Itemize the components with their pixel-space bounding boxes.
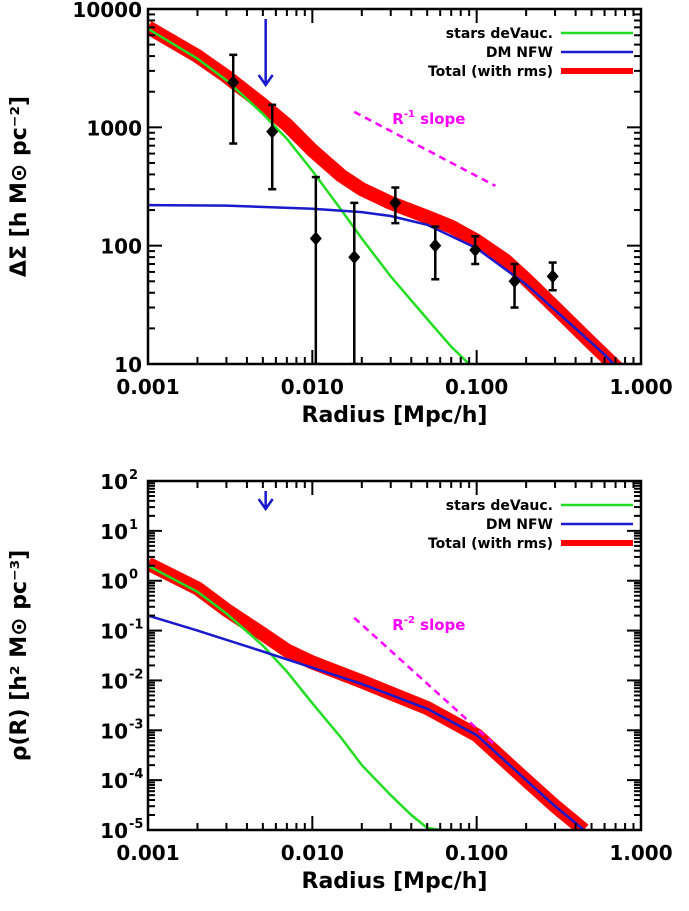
top-legend: stars deVauc. DM NFW Total (with rms) (428, 26, 633, 80)
y-tick-label: 10 (114, 353, 142, 377)
slope-guide-line (353, 110, 496, 187)
data-point (429, 238, 442, 253)
top-data-points (227, 53, 559, 364)
bottom-plot-frame (146, 479, 643, 832)
x-tick-label: 0.100 (445, 841, 508, 865)
legend-label: DM NFW (486, 517, 553, 533)
bottom-y-axis-label: ρ(R) [h² M⊙ pc⁻³] (7, 550, 32, 762)
x-tick-label: 0.010 (281, 375, 344, 399)
y-tick-exponent: -3 (129, 717, 143, 732)
top-plot-frame (146, 7, 643, 366)
legend-label: Total (with rms) (428, 536, 553, 552)
legend-label: DM NFW (486, 45, 553, 61)
series-dm-line (148, 203, 616, 364)
y-tick-exponent: -5 (129, 817, 143, 832)
legend-label: stars deVauc. (446, 26, 553, 42)
bottom-ticks: 0.001 0.010 0.100 1.00010-510-410-310-210-1… (100, 468, 672, 865)
bottom-legend: stars deVauc. DM NFW Total (with rms) (428, 498, 633, 552)
bottom-curves (148, 557, 589, 830)
x-tick-label: 0.010 (281, 841, 344, 865)
y-tick-label: 1000 (86, 116, 142, 140)
y-tick-label: 10 (100, 570, 128, 594)
data-point (348, 250, 361, 265)
series-total-band (148, 21, 624, 364)
y-tick-label: 100 (100, 235, 142, 259)
series-stars-line (148, 27, 470, 364)
marker-arrow-head (257, 74, 274, 88)
y-tick-exponent: -4 (129, 767, 143, 782)
bottom-x-axis-label: Radius [Mpc/h] (302, 869, 488, 894)
y-tick-label: 10 (100, 470, 128, 494)
x-tick-label: 0.001 (116, 375, 179, 399)
series-stars-line (148, 564, 441, 830)
data-point (546, 269, 559, 284)
data-point (389, 195, 402, 210)
panel-density: R-2 slope 0.001 0.010 0.100 1.00010-510-410… (7, 468, 673, 894)
top-ticks: 0.001 0.010 0.100 1.000 10 100 1000 10000 (72, 0, 672, 399)
legend-label: stars deVauc. (446, 498, 553, 514)
top-y-axis-label: ΔΣ [h M⊙ pc⁻²] (7, 96, 32, 277)
slope-label: R-2 slope (392, 615, 465, 634)
slope-guide-line (353, 616, 497, 747)
bottom-annotations: R-2 slope (257, 491, 497, 747)
y-tick-exponent: -1 (129, 618, 143, 633)
y-tick-label: 10 (100, 769, 128, 793)
data-point (227, 75, 240, 90)
y-tick-exponent: -2 (129, 667, 143, 682)
y-tick-exponent: 2 (129, 468, 138, 483)
y-tick-label: 10 (100, 819, 128, 843)
panel-delta-sigma: R-1 slope 0.001 0.010 0.100 1.000 10 100 1000 1… (7, 0, 673, 428)
data-point (508, 274, 521, 289)
y-tick-label: 10 (100, 620, 128, 644)
data-point (266, 124, 279, 139)
x-tick-label: 0.001 (116, 841, 179, 865)
legend-label: Total (with rms) (428, 64, 553, 80)
x-tick-label: 1.000 (609, 375, 672, 399)
y-tick-label: 10 (100, 669, 128, 693)
data-point (469, 242, 482, 257)
y-tick-label: 10 (100, 719, 128, 743)
top-annotations: R-1 slope (257, 19, 496, 187)
marker-arrow-head (257, 498, 274, 512)
series-dm-line (148, 614, 585, 830)
x-tick-label: 0.100 (445, 375, 508, 399)
x-tick-label: 1.000 (609, 841, 672, 865)
top-x-axis-label: Radius [Mpc/h] (302, 403, 488, 428)
top-curves (148, 21, 624, 364)
slope-label: R-1 slope (392, 109, 465, 128)
data-point (309, 231, 322, 246)
y-tick-exponent: 0 (129, 568, 138, 583)
y-tick-exponent: 1 (129, 518, 138, 533)
y-tick-label: 10 (100, 520, 128, 544)
y-tick-label: 10000 (72, 0, 142, 22)
